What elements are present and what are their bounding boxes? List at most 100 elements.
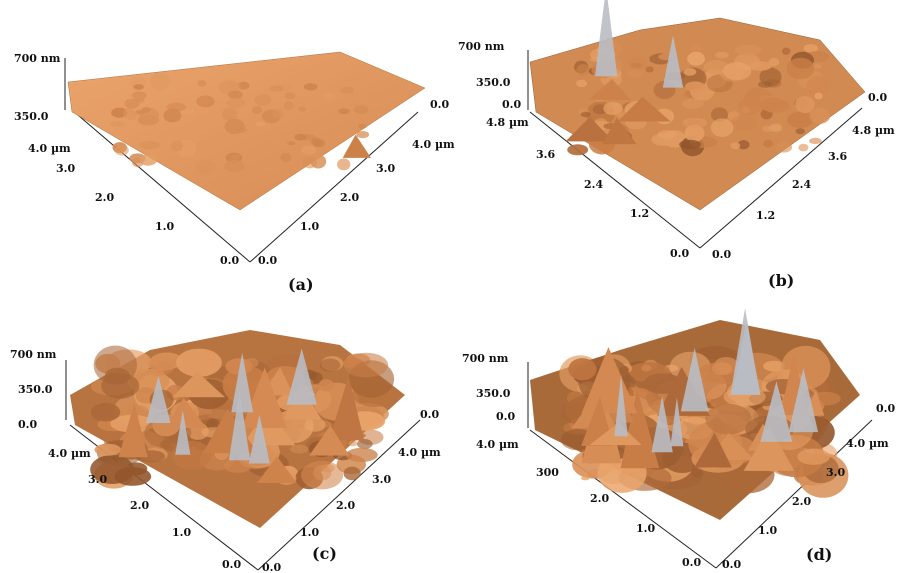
- panel-c-right-tick: 0.0: [262, 561, 281, 573]
- panel-a-label: (a): [288, 275, 314, 294]
- surface-bump: [645, 66, 654, 73]
- surface-bump: [762, 125, 773, 132]
- panel-a-z-mid: 350.0: [14, 110, 49, 123]
- panel-b-z-mid: 350.0: [476, 76, 511, 89]
- surface-bump: [150, 72, 171, 91]
- panel-d-z-top: 700 nm: [462, 352, 509, 365]
- surface-spike: [662, 35, 684, 88]
- panel-c-right-tick: 1.0: [300, 526, 319, 539]
- surface-bump: [737, 140, 750, 150]
- panel-b-right-tick: 1.2: [756, 209, 775, 222]
- panel-b-left-tick: 4.8 µm: [486, 116, 529, 129]
- panel-a-left-tick: 0.0: [220, 254, 239, 267]
- panel-b-z-bottom: 0.0: [502, 98, 521, 111]
- surface-bump: [684, 124, 705, 142]
- surface-bump: [225, 358, 253, 375]
- surface-bump: [568, 358, 597, 381]
- surface-bump: [163, 108, 182, 123]
- surface-bump: [603, 102, 623, 115]
- surface-spike: [614, 374, 628, 437]
- surface-bump: [687, 51, 705, 66]
- surface-bump: [711, 107, 728, 122]
- surface-bump: [139, 140, 160, 150]
- panel-a-right-tick: 3.0: [376, 162, 395, 175]
- surface-bump: [114, 144, 129, 156]
- surface-bump: [358, 123, 367, 129]
- panel-b-right-tick: 0.0: [712, 248, 731, 261]
- surface-bump: [809, 107, 831, 124]
- surface-spike: [595, 0, 618, 77]
- surface-bump: [114, 467, 152, 486]
- surface-bump: [760, 97, 788, 112]
- surface-bump: [269, 85, 284, 92]
- surface-spike: [732, 320, 761, 395]
- surface-bump: [228, 90, 243, 99]
- panel-b-left-tick: 3.6: [536, 148, 555, 161]
- surface-bump: [287, 141, 296, 146]
- panel-b-axes: [527, 50, 863, 249]
- surface-bump: [581, 476, 590, 481]
- panel-d-z-bottom: 0.0: [496, 410, 515, 423]
- panel-b-left-tick: 1.2: [630, 207, 649, 220]
- panel-d-right-tick: 2.0: [792, 495, 811, 508]
- surface-bump: [304, 417, 326, 432]
- surface-bump: [302, 156, 317, 169]
- surface-bump: [345, 447, 378, 462]
- surface-bump: [798, 143, 809, 152]
- panel-c-z-top: 700 nm: [10, 348, 57, 361]
- surface-bump: [795, 128, 805, 135]
- panel-c-right-tick: 3.0: [372, 473, 391, 486]
- surface-bump: [357, 439, 373, 449]
- panel-a-right-tick: 0.0: [258, 254, 277, 267]
- panel-b-right-tick: 0.0: [868, 91, 887, 104]
- surface-bump: [806, 76, 830, 97]
- panel-d-left-tick: 1.0: [636, 522, 655, 535]
- surface-bump: [147, 357, 177, 371]
- surface-peak: [165, 397, 207, 428]
- surface-peak: [620, 388, 660, 469]
- surface-bump: [93, 345, 137, 385]
- surface-bump: [255, 121, 266, 127]
- surface-bump: [301, 145, 317, 155]
- surface-bump: [230, 154, 240, 161]
- surface-bump: [311, 137, 322, 147]
- surface-peak: [309, 425, 350, 456]
- surface-spike: [228, 390, 251, 461]
- panel-a-axes: [64, 58, 419, 263]
- surface-bump: [795, 96, 815, 113]
- panel-d-left-tick: 4.0 µm: [476, 438, 519, 451]
- panel-c: 700 nm 350.0 0.0 4.0 µm 3.0 2.0 1.0 0.0 …: [10, 330, 441, 573]
- surface-peak: [602, 117, 637, 145]
- surface-peak: [241, 367, 288, 428]
- surface-bump: [319, 358, 341, 372]
- panel-b-texture: [565, 0, 831, 157]
- panel-b-right-tick: 4.8 µm: [852, 124, 895, 137]
- surface-bump: [224, 159, 245, 173]
- surface-bump: [251, 106, 263, 115]
- panel-a-left-tick: 3.0: [56, 162, 75, 175]
- panel-d-right-tick: 3.0: [826, 466, 845, 479]
- surface-bump: [254, 94, 271, 106]
- panel-b-left-tick: 0.0: [670, 247, 689, 260]
- surface-bump: [258, 159, 267, 164]
- surface-peak: [617, 96, 671, 122]
- panel-d-left-tick: 0.0: [682, 556, 701, 569]
- panel-d-texture: [559, 308, 849, 498]
- surface-bump: [226, 98, 246, 109]
- surface-peak: [565, 116, 614, 142]
- panel-d-right-tick: 1.0: [758, 524, 777, 537]
- surface-bump: [775, 141, 793, 153]
- surface-spike: [286, 348, 317, 405]
- surface-bump: [580, 111, 591, 118]
- surface-bump: [682, 117, 708, 128]
- surface-bump: [318, 379, 335, 392]
- panel-c-right-tick: 2.0: [336, 499, 355, 512]
- surface-bump: [224, 118, 246, 135]
- surface-bump: [576, 64, 591, 77]
- panel-a-texture: [110, 72, 371, 174]
- surface-spike: [231, 352, 254, 413]
- surface-bump: [730, 142, 741, 150]
- panel-a-right-tick: 4.0 µm: [412, 138, 455, 151]
- panel-a-z-top: 700 nm: [14, 52, 61, 65]
